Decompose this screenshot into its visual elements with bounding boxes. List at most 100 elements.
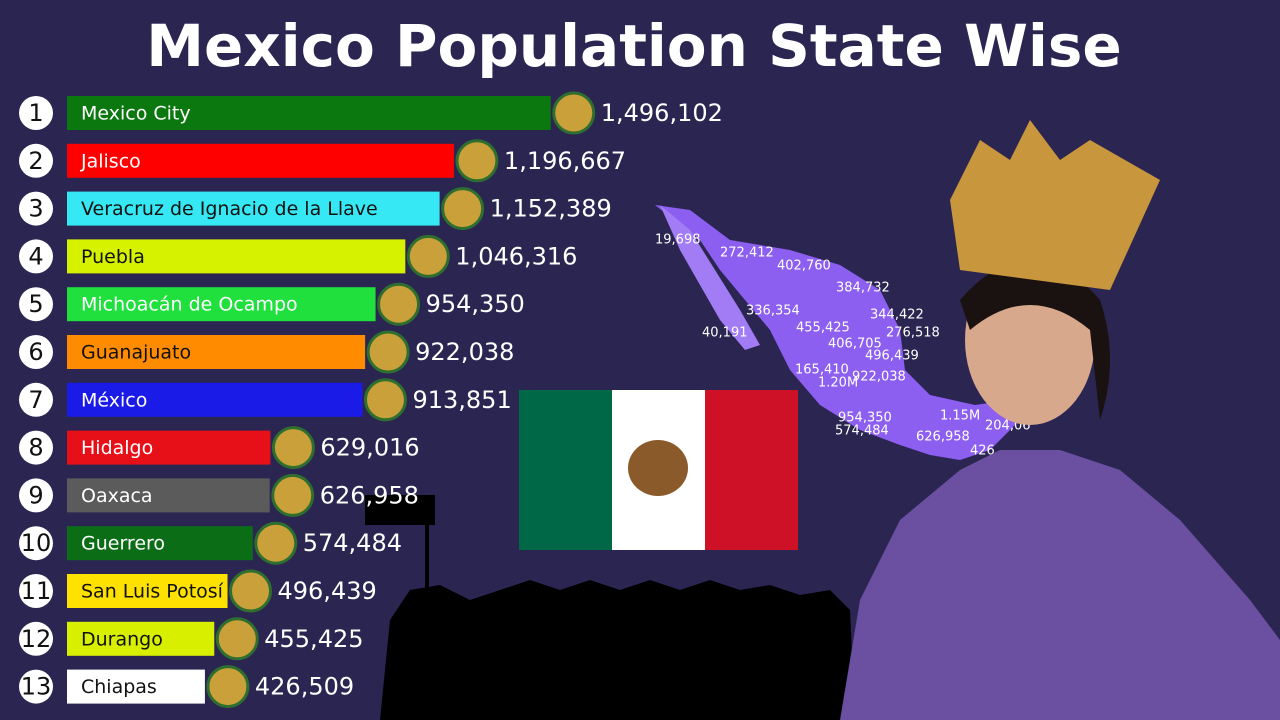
value-label: 496,439	[278, 577, 377, 605]
rank-badge	[19, 382, 53, 417]
bars: 1 Mexico City 1,496,102 2 Jalisco 1,196,667 3 V…	[19, 91, 723, 709]
state-emblem	[366, 330, 410, 374]
rank-label: 9	[28, 481, 43, 509]
bar	[67, 478, 270, 513]
value-label: 626,958	[320, 481, 419, 509]
rank-badge	[19, 287, 53, 322]
map-label: 496,439	[865, 349, 919, 364]
category-label: Durango	[81, 628, 163, 650]
category-label: Guanajuato	[81, 342, 191, 364]
value-label: 1,196,667	[504, 147, 626, 175]
category-label: Oaxaca	[81, 485, 153, 507]
state-emblem	[271, 473, 315, 517]
state-emblem	[229, 569, 273, 613]
value-label: 913,851	[412, 386, 511, 414]
category-label: San Luis Potosí	[81, 581, 224, 603]
state-emblem	[406, 234, 450, 278]
category-label: Michoacán de Ocampo	[81, 294, 298, 316]
map-label: 954,350	[838, 411, 892, 426]
category-label: Puebla	[81, 246, 145, 268]
bar	[67, 191, 440, 226]
value-label: 426,509	[255, 673, 354, 701]
map-label: 344,422	[870, 308, 924, 323]
rank-label: 12	[21, 625, 52, 653]
rank-label: 5	[28, 290, 43, 318]
bar	[67, 382, 363, 417]
map	[655, 205, 1020, 460]
value-label: 954,350	[426, 290, 525, 318]
flag-red	[705, 390, 798, 550]
state-emblem	[271, 426, 315, 470]
rank-label: 2	[28, 147, 43, 175]
rank-label: 13	[21, 673, 52, 701]
map-label: 626,958	[916, 430, 970, 445]
map-label: 19,698	[655, 233, 701, 248]
bar	[67, 143, 454, 178]
state-emblem	[215, 617, 259, 661]
rank-badge	[19, 478, 53, 513]
map-label: 402,760	[777, 259, 831, 274]
value-label: 1,046,316	[455, 242, 577, 270]
map-mainland	[655, 205, 1020, 460]
flag-green	[519, 390, 612, 550]
map-label: 40,191	[702, 326, 748, 341]
rank-badge	[19, 96, 53, 130]
rank-label: 7	[28, 386, 43, 414]
rank-badge	[19, 430, 53, 465]
map-label: 272,412	[720, 246, 774, 261]
rank-badge	[19, 621, 53, 656]
value-label: 455,425	[264, 625, 363, 653]
category-label: Veracruz de Ignacio de la Llave	[81, 198, 378, 220]
map-label: 1.15M	[940, 409, 980, 424]
map-label: 922,038	[852, 370, 906, 385]
map-label: 455,425	[796, 321, 850, 336]
chart-title: Mexico Population State Wise	[146, 12, 1122, 80]
rank-badge	[19, 574, 53, 608]
flag-emblem	[628, 440, 688, 496]
rank-badge	[19, 191, 53, 226]
map-label: 165,410	[795, 363, 849, 378]
category-label: Jalisco	[80, 150, 141, 172]
map-label: 276,518	[886, 326, 940, 341]
state-emblem	[441, 187, 485, 231]
value-label: 922,038	[415, 338, 514, 366]
map-label: 406,705	[828, 337, 882, 352]
map-label: 384,732	[836, 281, 890, 296]
rank-badge	[19, 239, 53, 274]
map-label: 574,484	[835, 424, 889, 439]
state-emblem	[363, 378, 407, 422]
map-label: 336,354	[746, 304, 800, 319]
woman-figure	[840, 120, 1280, 720]
map-baja	[660, 205, 760, 350]
rank-label: 3	[28, 195, 43, 223]
map-label: 1.20M	[818, 376, 858, 391]
bar	[67, 621, 215, 656]
bar	[67, 574, 228, 608]
bar	[67, 430, 271, 465]
bar	[67, 96, 551, 130]
category-label: México	[81, 389, 147, 411]
state-emblem	[206, 665, 250, 709]
rank-badge	[19, 669, 53, 704]
rank-badge	[19, 526, 53, 561]
state-emblem	[552, 91, 596, 135]
bar	[67, 239, 406, 274]
value-label: 1,152,389	[490, 195, 612, 223]
bar	[67, 669, 205, 704]
value-label: 1,496,102	[601, 99, 723, 127]
rank-label: 6	[28, 338, 43, 366]
rank-badge	[19, 335, 53, 369]
map-label: 426	[970, 444, 995, 459]
rank-label: 10	[21, 529, 52, 557]
state-emblem	[254, 521, 298, 565]
rank-label: 1	[28, 99, 43, 127]
flag	[519, 390, 798, 550]
rank-label: 4	[28, 242, 43, 270]
category-label: Hidalgo	[81, 437, 153, 459]
value-label: 574,484	[303, 529, 402, 557]
crowd-silhouette	[365, 495, 855, 720]
bar	[67, 526, 253, 561]
